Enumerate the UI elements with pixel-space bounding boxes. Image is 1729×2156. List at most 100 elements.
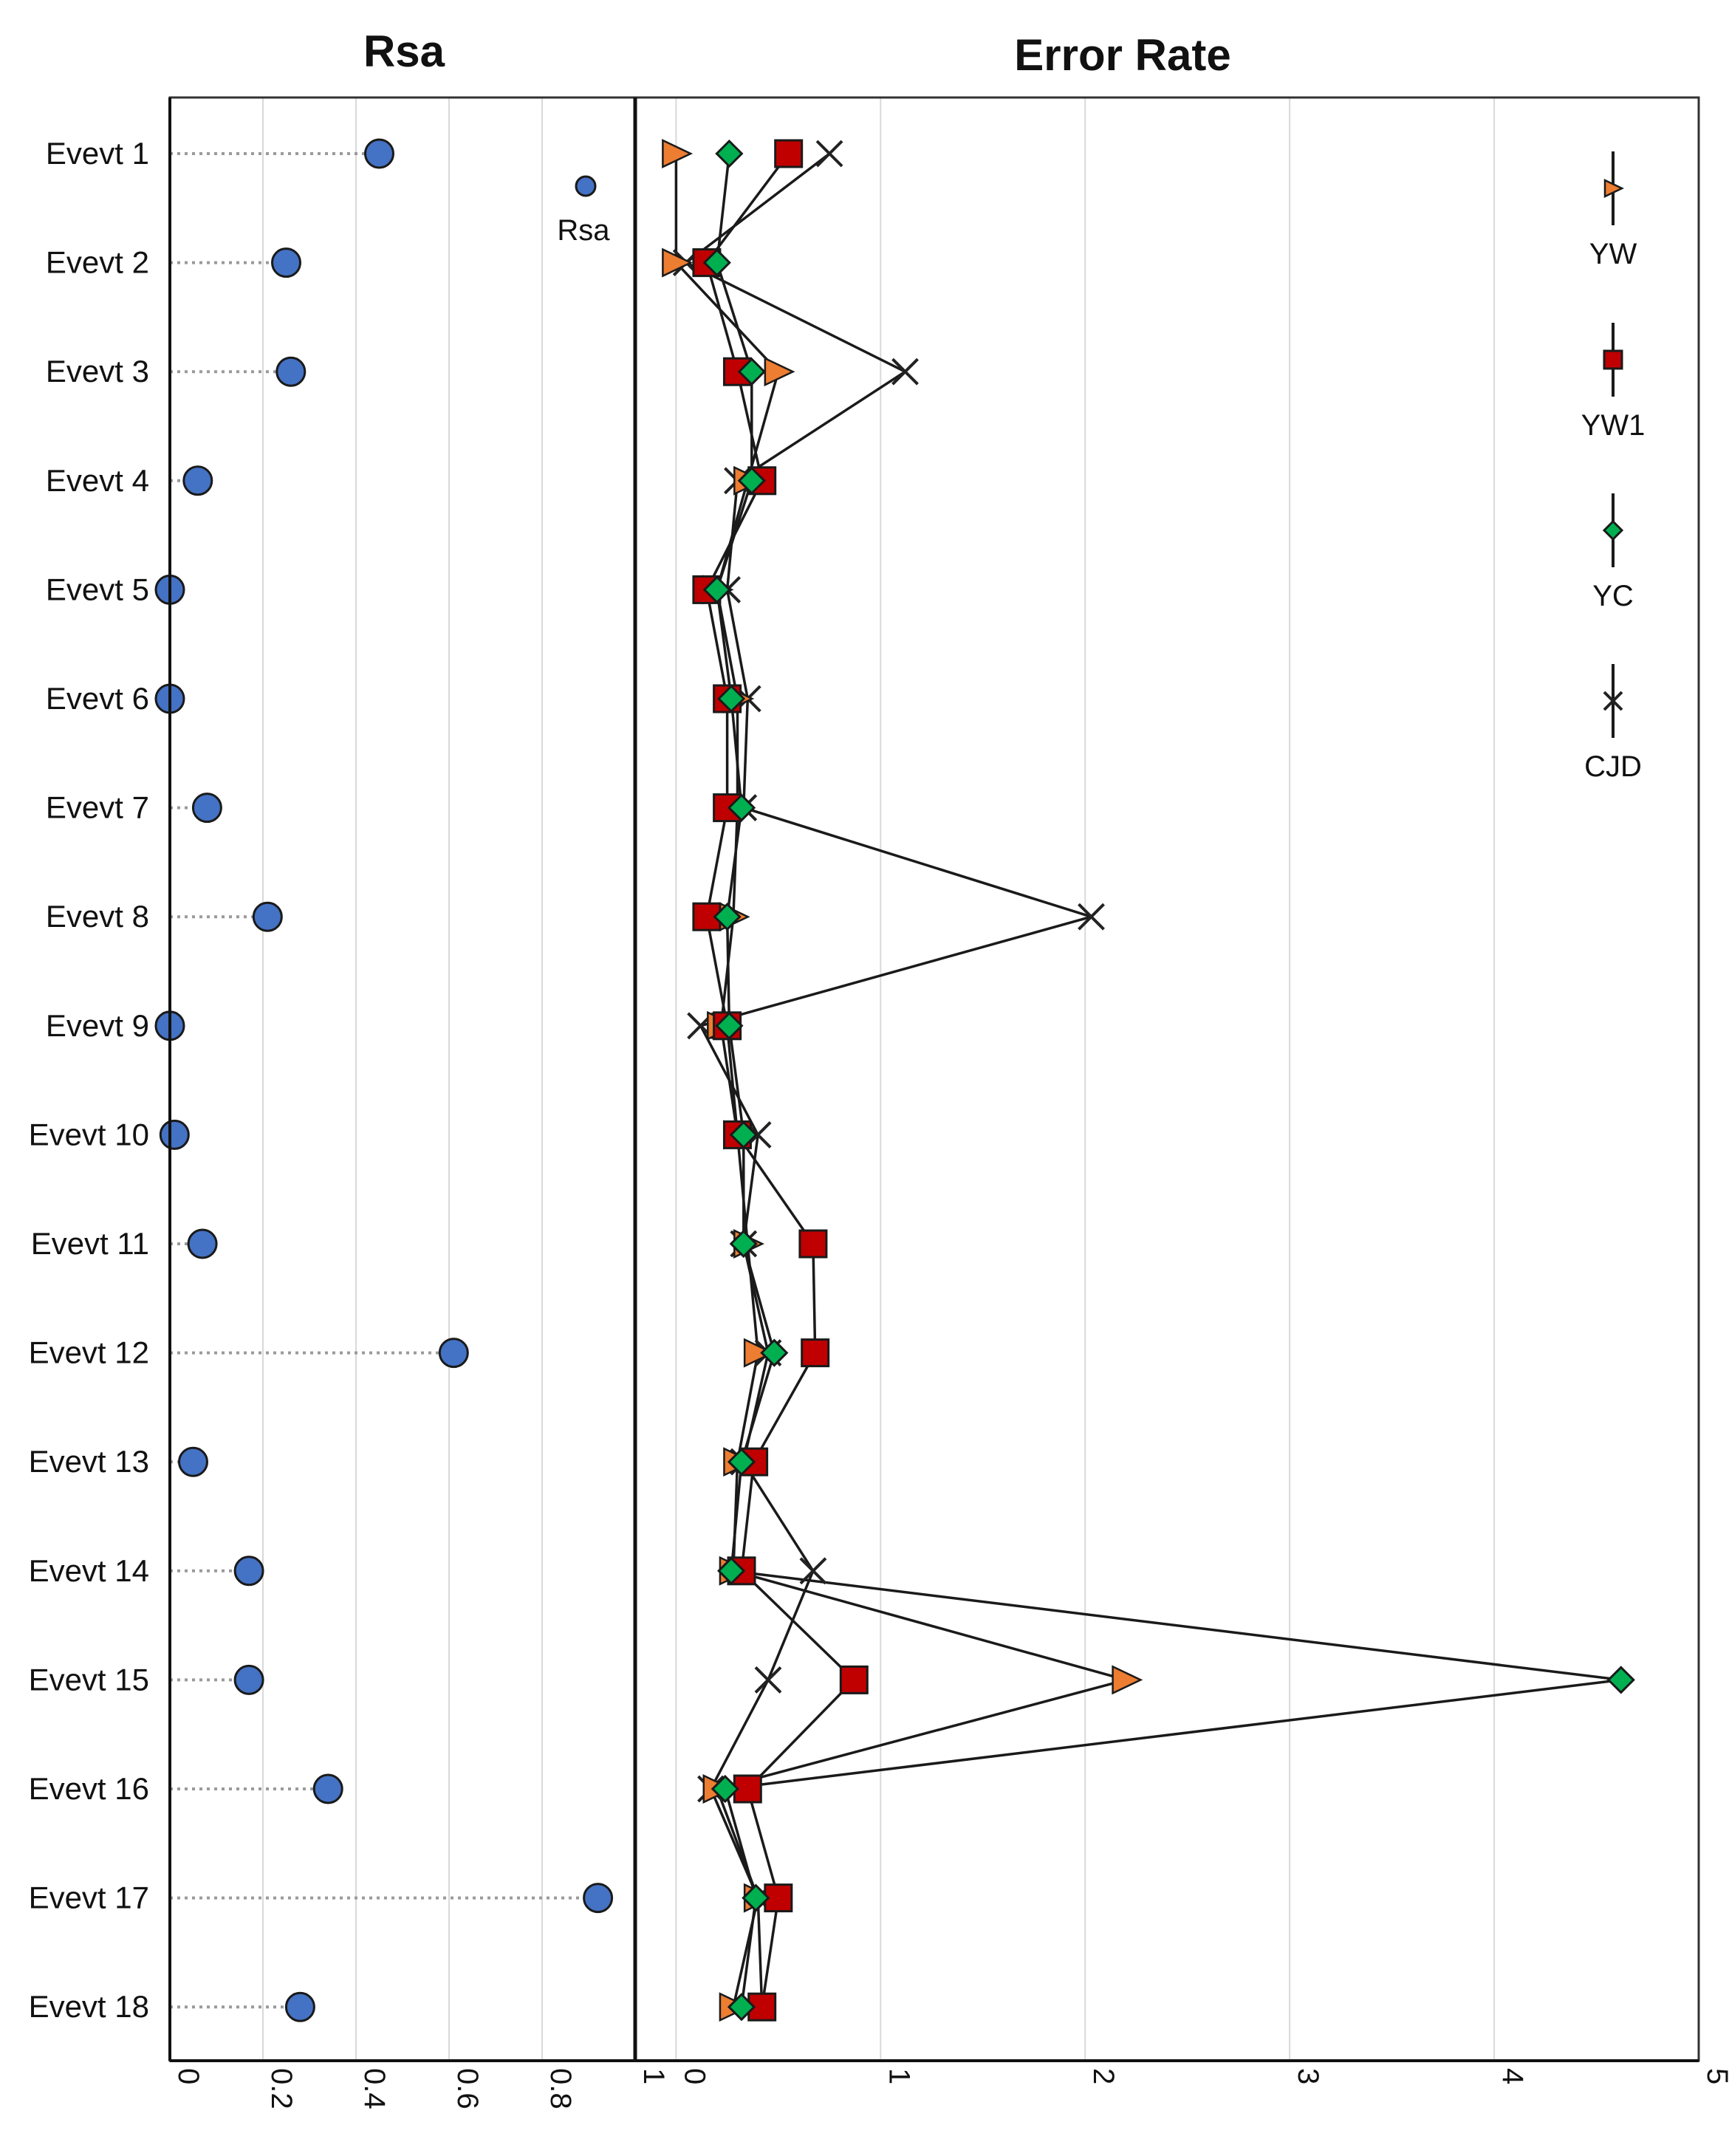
point-yc [727,793,756,822]
event-label: Evevt 10 [29,1117,149,1151]
point-yc [737,466,766,495]
point-yc [729,1120,758,1149]
point-yc [729,1229,758,1259]
rsa-point [438,1338,469,1369]
event-label: Evevt 3 [46,354,149,389]
point-cjd [799,1557,827,1585]
point-cjd [754,1666,782,1694]
point-yc [715,1011,744,1040]
point-cjd-stroke [1078,903,1105,931]
error-tick-label: 1 [883,2068,915,2084]
series-line-yw1 [705,152,856,2008]
series-line-yc [716,153,1623,2008]
legend-marker-yw1 [1603,349,1623,370]
event-label: Evevt 1 [46,136,149,171]
point-yw [764,357,795,387]
point-cjd [891,357,919,386]
rsa-point [191,793,222,824]
rsa-legend-label: Rsa [557,214,610,247]
point-yc [702,575,731,604]
legend-marker-yw [1603,179,1625,198]
rsa-tick-label: 0 [172,2068,205,2084]
error-tick-label: 0 [678,2068,711,2084]
event-label: Evevt 12 [29,1335,149,1370]
rsa-point [233,1664,264,1695]
point-yc [1606,1666,1635,1694]
rsa-point [364,138,394,169]
error-rate-panel-title: Error Rate [1014,30,1230,80]
point-yc [717,684,746,713]
legend-label-yw1: YW1 [1581,409,1646,442]
rsa-point [159,1119,190,1150]
point-yw1 [801,1338,830,1368]
rsa-point [182,465,213,496]
rsa-point [583,1883,614,1914]
point-cjd-stroke [754,1666,782,1694]
point-cjd [815,140,843,168]
error-tick-label: 5 [1701,2068,1729,2084]
event-label: Evevt 14 [29,1553,149,1588]
point-yw1 [839,1665,869,1694]
legend-label-cjd: CJD [1584,750,1642,783]
rsa-tick-label: 0.2 [265,2068,298,2109]
error-tick-label: 3 [1292,2068,1324,2084]
event-label: Evevt 18 [29,1989,149,2024]
event-label: Evevt 5 [46,572,149,606]
event-label: Evevt 8 [46,899,149,934]
event-label: Evevt 11 [31,1226,149,1261]
point-yw [662,247,694,278]
legend-marker-yc [1602,519,1624,541]
point-yc [742,1883,770,1912]
point-yw1 [798,1229,828,1259]
rsa-tick-label: 0.4 [358,2068,391,2109]
rsa-point [178,1446,208,1477]
rsa-point [275,356,307,387]
point-cjd-stroke [891,357,919,386]
event-label: Evevt 7 [46,790,149,825]
legend-marker-cjd-stroke [1603,691,1623,711]
point-cjd-stroke [815,140,843,168]
point-yw [743,1338,775,1368]
point-yc [715,139,744,168]
error-tick-label: 2 [1087,2068,1120,2084]
rsa-tick-label: 0.6 [451,2068,484,2109]
rsa-point [312,1773,343,1804]
legend-marker-cjd [1603,691,1623,711]
legend-label-yc: YC [1592,580,1634,612]
event-label: Evevt 15 [29,1662,149,1697]
point-yc [727,1448,756,1476]
point-yc [711,1774,739,1804]
error-tick-label: 4 [1496,2068,1529,2084]
rsa-legend-marker [575,175,597,197]
legend-label-yw: YW [1589,238,1637,270]
event-label: Evevt 4 [46,463,149,498]
rsa-tick-label: 0.8 [544,2068,577,2109]
rsa-point [252,901,283,932]
event-label: Evevt 6 [46,681,149,716]
event-label: Evevt 2 [46,245,149,280]
rsa-point [233,1556,264,1587]
event-label: Evevt 9 [46,1008,149,1043]
point-yc [702,248,731,277]
point-yc [760,1338,789,1367]
rsa-tick-label: 1 [637,2068,670,2084]
rsa-panel-title: Rsa [363,27,445,76]
rsa-point [187,1228,218,1259]
point-yw1 [774,139,804,168]
event-label: Evevt 13 [29,1444,149,1479]
point-yc [727,1993,756,2022]
point-yw [1112,1665,1143,1695]
point-yc [717,1556,746,1585]
point-yc [713,903,742,931]
plot-frame [168,96,1700,2062]
rsa-point [284,1991,315,2022]
point-yc [737,357,766,386]
point-cjd [1078,903,1105,931]
series-line-cjd [685,152,1093,2008]
rsa-point [271,247,301,278]
event-label: Evevt 17 [29,1880,149,1915]
point-cjd-stroke [799,1557,827,1585]
event-label: Evevt 16 [29,1771,149,1806]
point-yw [662,139,694,168]
